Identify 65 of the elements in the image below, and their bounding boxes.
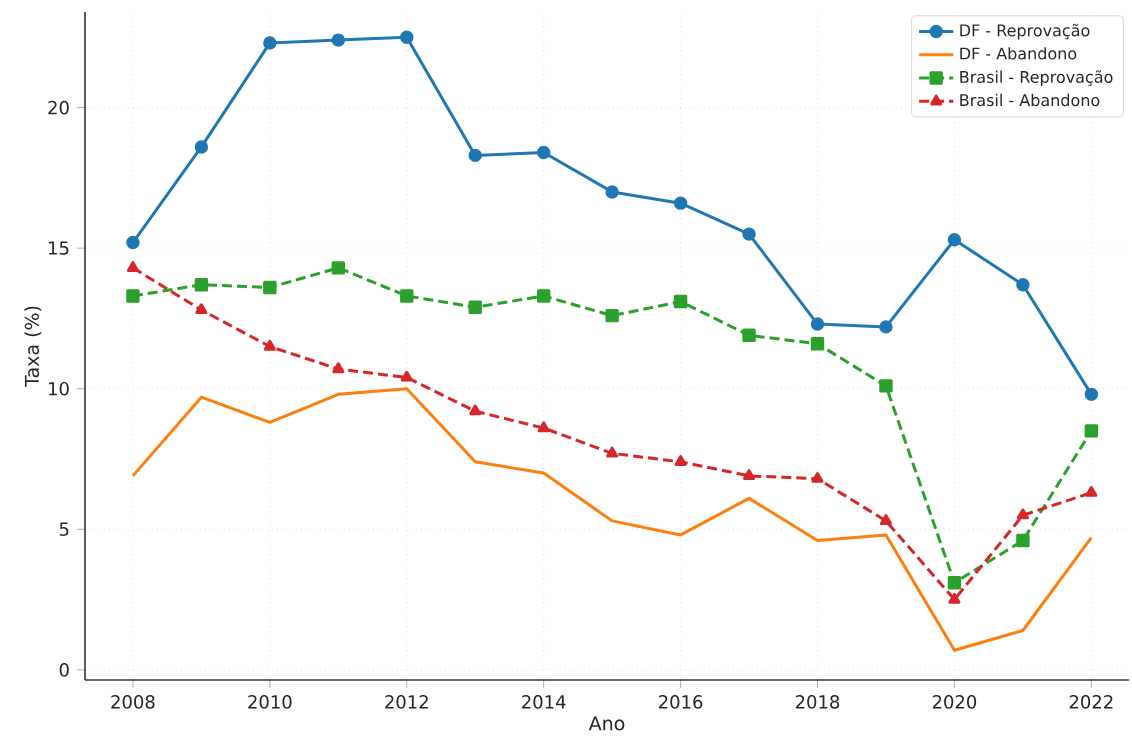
x-tick-label: 2012 (385, 695, 428, 709)
point (674, 455, 687, 466)
point (263, 280, 277, 295)
point (331, 33, 345, 47)
point (742, 227, 756, 241)
point (263, 36, 277, 50)
point (673, 196, 688, 210)
x-tick-label: 2018 (795, 695, 840, 709)
legend-label: Brasil - Abandono (960, 93, 1100, 107)
point (400, 370, 413, 382)
point (605, 185, 619, 199)
point (1084, 387, 1099, 402)
point (332, 362, 345, 374)
y-axis-title: Taxa (%) (24, 306, 42, 388)
x-tick-label: 2020 (932, 695, 977, 709)
point (468, 148, 482, 163)
point (195, 303, 208, 315)
y-tick-label: 10 (49, 381, 69, 396)
point (1016, 508, 1029, 520)
x-tick-label: 2010 (248, 695, 292, 709)
point (879, 320, 893, 334)
point (947, 233, 962, 247)
point (811, 471, 824, 483)
point (126, 289, 140, 303)
point (400, 289, 414, 303)
point (1016, 278, 1030, 292)
point (126, 261, 139, 272)
point (1085, 486, 1098, 497)
legend-label: Brasil - Reprovação (960, 70, 1113, 87)
point (1016, 533, 1030, 548)
x-tick-label: 2016 (659, 695, 703, 709)
y-tick-label: 15 (49, 241, 69, 255)
x-axis-title: Ano (588, 716, 625, 731)
point (331, 261, 345, 275)
point (810, 337, 825, 351)
point (263, 339, 276, 351)
point (947, 576, 962, 590)
point (194, 278, 209, 292)
point (536, 289, 551, 303)
y-tick-label: 5 (59, 522, 69, 536)
point (606, 446, 619, 458)
point (948, 592, 961, 604)
y-tick-label: 20 (48, 100, 69, 115)
point (400, 30, 414, 44)
legend-label: DF - Abandono (960, 47, 1077, 60)
line-series (131, 387, 1093, 652)
x-tick-label: 2022 (1069, 695, 1113, 709)
point (673, 294, 688, 309)
point (469, 404, 482, 416)
point (810, 317, 825, 331)
x-tick-label: 2014 (522, 695, 566, 709)
y-tick-label: 0 (59, 663, 69, 677)
legend-label: DF - Reprovação (960, 23, 1090, 40)
x-tick-label: 2008 (111, 695, 155, 709)
point (126, 235, 140, 250)
point (468, 300, 482, 314)
point (536, 145, 551, 160)
point (879, 379, 893, 393)
point (743, 469, 756, 480)
point (194, 140, 209, 154)
point (742, 328, 756, 342)
point (537, 421, 550, 433)
point (605, 308, 619, 323)
point (1084, 424, 1099, 438)
point (879, 514, 892, 525)
